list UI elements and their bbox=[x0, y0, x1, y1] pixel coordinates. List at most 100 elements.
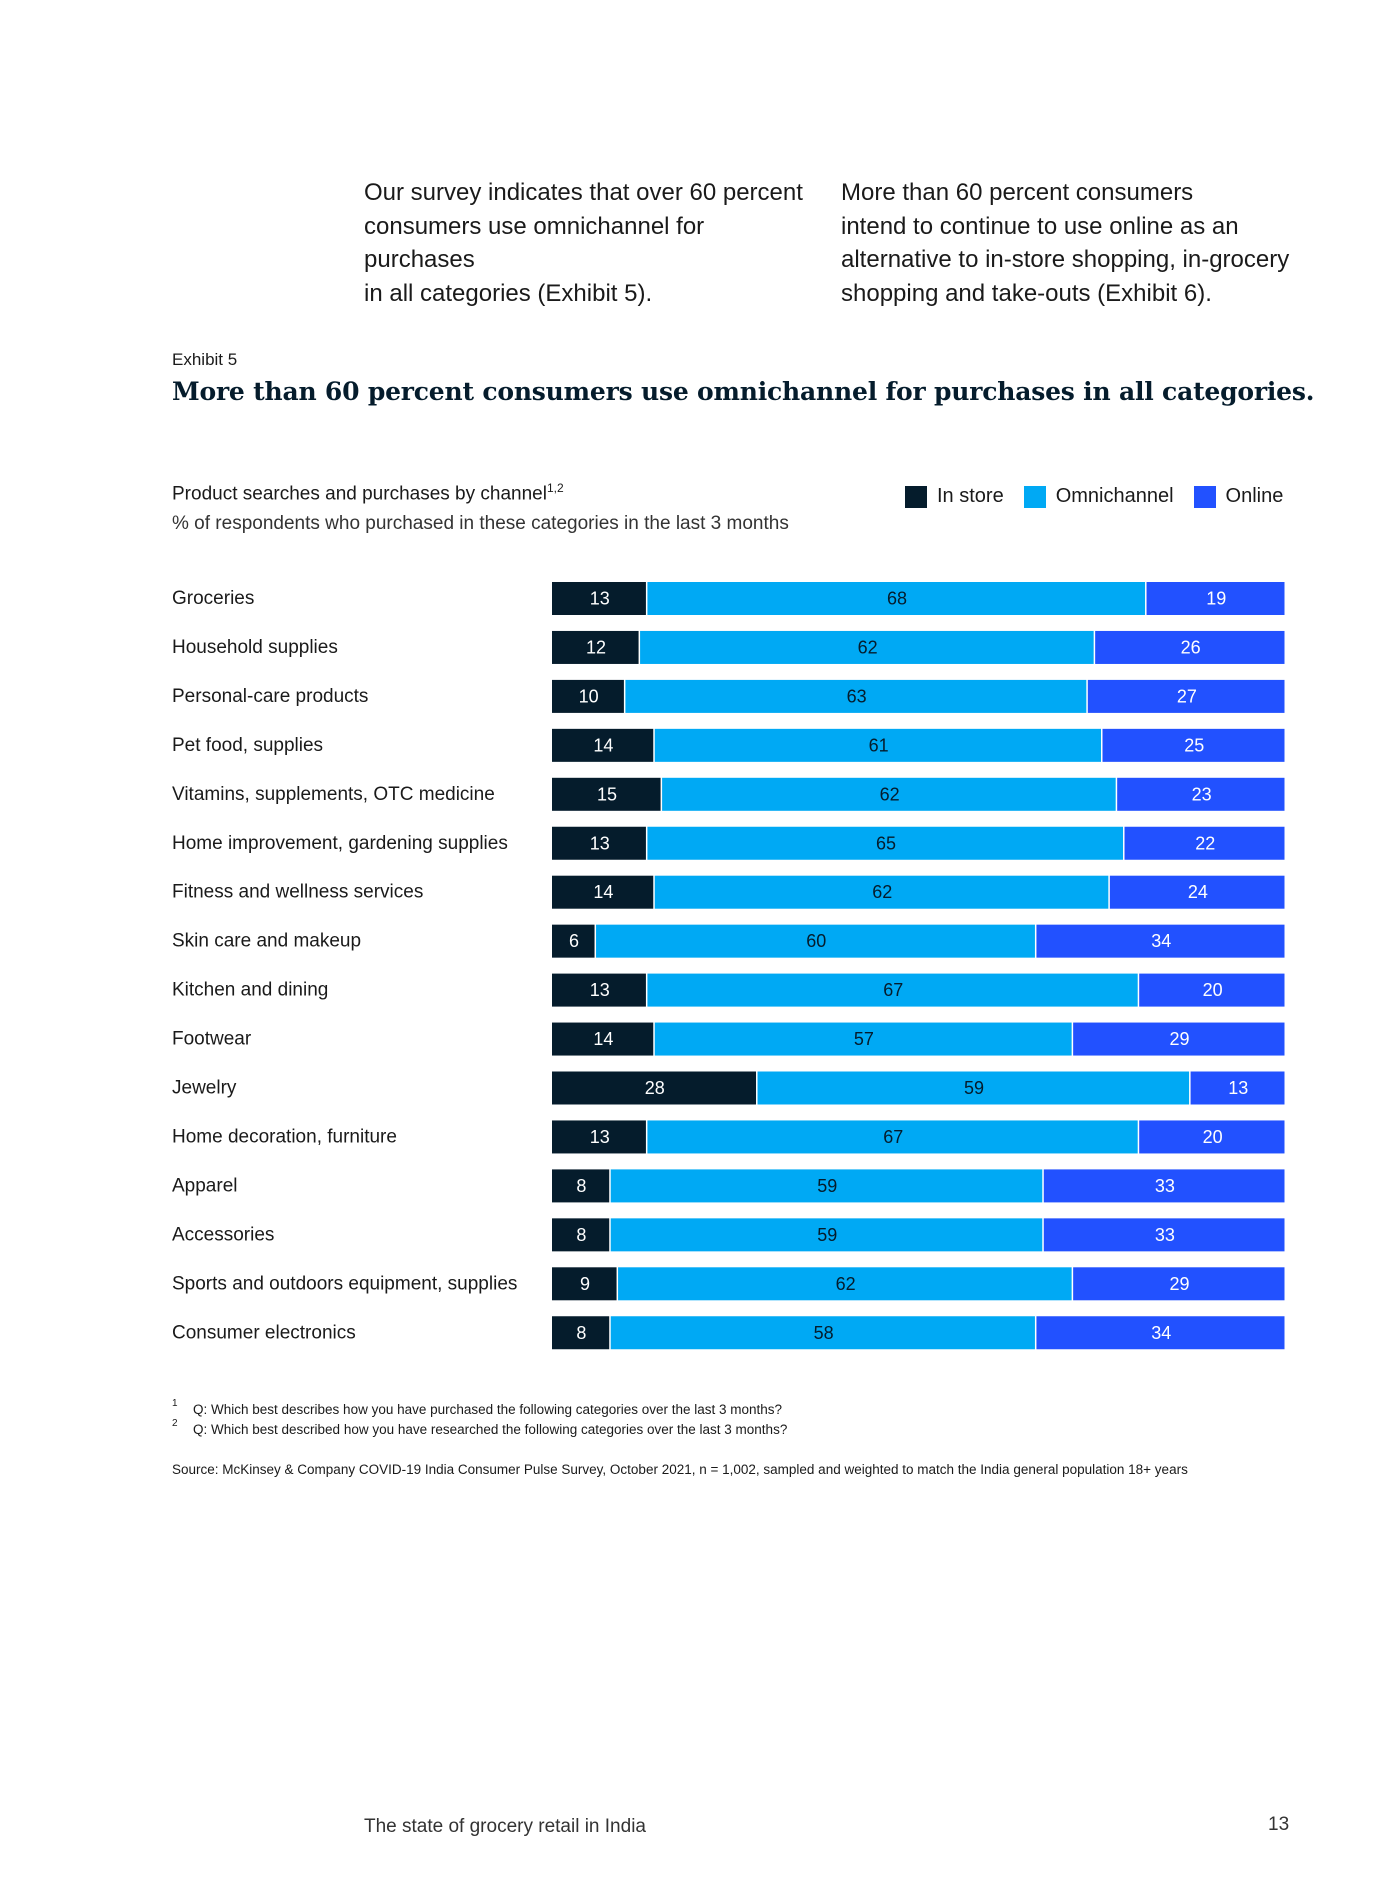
bar-row-home-improvement-gardening-supplies: Home improvement, gardening supplies 13 65… bbox=[172, 826, 1285, 860]
bar-segment-omnichannel bbox=[625, 679, 1087, 713]
legend-label-in-store: In store bbox=[937, 485, 1004, 507]
bar-segment-online bbox=[1087, 679, 1285, 713]
bar-segment-omnichannel bbox=[610, 1316, 1035, 1350]
bar-value-label-omnichannel: 63 bbox=[847, 686, 867, 706]
bar-segment-online bbox=[1190, 1071, 1285, 1105]
bar-segment-omnichannel bbox=[757, 1071, 1190, 1105]
bar-value-label-online: 33 bbox=[1155, 1225, 1175, 1245]
bar-row-footwear: Footwear 14 57 29 bbox=[172, 1022, 1285, 1056]
bar-segment-online bbox=[1139, 973, 1285, 1007]
footnote-1-text: Q: Which best describes how you have pur… bbox=[193, 1402, 783, 1417]
bar-value-label-in-store: 13 bbox=[590, 1127, 610, 1147]
legend-item-online: Online bbox=[1193, 485, 1283, 508]
footer-publication-title: The state of grocery retail in India bbox=[364, 1816, 646, 1837]
bar-row-home-decoration-furniture: Home decoration, furniture 13 67 20 bbox=[172, 1120, 1285, 1154]
bar-value-label-online: 33 bbox=[1155, 1176, 1175, 1196]
bar-segment-online bbox=[1043, 1218, 1285, 1252]
bar-value-label-online: 22 bbox=[1195, 833, 1215, 853]
bar-segment-in-store bbox=[552, 1120, 646, 1154]
bar-value-label-online: 34 bbox=[1151, 1323, 1171, 1343]
bar-value-label-online: 25 bbox=[1184, 735, 1204, 755]
bar-segment-omnichannel bbox=[654, 728, 1101, 762]
intro-text-right: More than 60 percent consumers intend to… bbox=[841, 176, 1301, 310]
bar-value-label-in-store: 13 bbox=[590, 980, 610, 1000]
bar-value-label-omnichannel: 62 bbox=[836, 1274, 856, 1294]
bar-segment-in-store bbox=[552, 973, 646, 1007]
bar-value-label-in-store: 12 bbox=[586, 637, 606, 657]
bar-segment-in-store bbox=[552, 777, 661, 811]
bar-value-label-online: 20 bbox=[1203, 1127, 1223, 1147]
bar-segment-online bbox=[1139, 1120, 1285, 1154]
category-label: Vitamins, supplements, OTC medicine bbox=[172, 784, 495, 805]
bar-value-label-omnichannel: 59 bbox=[817, 1225, 837, 1245]
bar-segment-in-store bbox=[552, 728, 654, 762]
bar-value-label-in-store: 6 bbox=[569, 931, 579, 951]
bar-row-vitamins-supplements-otc-medicine: Vitamins, supplements, OTC medicine 15 62 2… bbox=[172, 777, 1285, 811]
bar-segment-omnichannel bbox=[654, 875, 1109, 909]
bar-row-personal-care-products: Personal-care products 10 63 27 bbox=[172, 679, 1285, 713]
bar-row-sports-and-outdoors-equipment-supplies: Sports and outdoors equipment, supplies 9… bbox=[172, 1267, 1285, 1301]
category-label: Sports and outdoors equipment, supplies bbox=[172, 1273, 517, 1294]
category-label: Groceries bbox=[172, 588, 254, 609]
bar-value-label-online: 29 bbox=[1170, 1029, 1190, 1049]
bar-value-label-omnichannel: 61 bbox=[869, 735, 889, 755]
chart-legend: In store Omnichannel Online bbox=[905, 485, 1283, 508]
bar-segment-omnichannel bbox=[647, 582, 1146, 615]
legend-swatch-in-store bbox=[905, 485, 927, 508]
legend-label-omnichannel: Omnichannel bbox=[1055, 485, 1174, 507]
footnote-1-number: 1 bbox=[172, 1398, 178, 1409]
bar-value-label-in-store: 14 bbox=[593, 882, 613, 902]
category-label: Fitness and wellness services bbox=[172, 882, 423, 903]
bar-segment-in-store bbox=[552, 826, 646, 860]
bar-row-apparel: Apparel 8 59 33 bbox=[172, 1169, 1285, 1203]
bar-row-groceries: Groceries 13 68 19 bbox=[172, 582, 1285, 615]
bar-segment-in-store bbox=[552, 582, 646, 615]
bar-value-label-in-store: 13 bbox=[590, 833, 610, 853]
source-note: Source: McKinsey & Company COVID-19 Indi… bbox=[172, 1462, 1188, 1477]
intro-text-left: Our survey indicates that over 60 percen… bbox=[364, 176, 819, 310]
bar-segment-omnichannel bbox=[596, 924, 1035, 958]
bar-value-label-online: 26 bbox=[1181, 637, 1201, 657]
bar-value-label-online: 13 bbox=[1228, 1078, 1248, 1098]
intro-left-line: Our survey indicates that over 60 percen… bbox=[364, 179, 803, 206]
footnote-2-number: 2 bbox=[172, 1418, 178, 1429]
chart-subtitle: % of respondents who purchased in these … bbox=[172, 513, 789, 534]
bar-segment-online bbox=[1036, 1316, 1285, 1350]
bar-row-accessories: Accessories 8 59 33 bbox=[172, 1218, 1285, 1252]
bar-value-label-in-store: 9 bbox=[580, 1274, 590, 1294]
legend-item-in-store: In store bbox=[905, 485, 1004, 508]
exhibit-title: More than 60 percent consumers use omnic… bbox=[172, 377, 1315, 406]
bar-value-label-in-store: 10 bbox=[579, 686, 599, 706]
bar-segment-in-store bbox=[552, 1022, 654, 1056]
bar-segment-omnichannel bbox=[610, 1218, 1043, 1252]
bar-segment-online bbox=[1109, 875, 1285, 909]
bar-segment-online bbox=[1117, 777, 1285, 811]
bar-segment-online bbox=[1095, 630, 1285, 664]
intro-right-line: More than 60 percent consumers bbox=[841, 179, 1194, 206]
bar-value-label-omnichannel: 68 bbox=[887, 589, 907, 609]
category-label: Household supplies bbox=[172, 637, 338, 658]
bar-row-fitness-and-wellness-services: Fitness and wellness services 14 62 24 bbox=[172, 875, 1285, 909]
bar-value-label-in-store: 8 bbox=[576, 1176, 586, 1196]
legend-item-omnichannel: Omnichannel bbox=[1023, 485, 1174, 508]
bar-segment-online bbox=[1124, 826, 1285, 860]
exhibit-label: Exhibit 5 bbox=[172, 350, 238, 369]
bar-segment-online bbox=[1073, 1022, 1285, 1056]
bar-value-label-omnichannel: 65 bbox=[876, 833, 896, 853]
bar-segment-in-store bbox=[552, 679, 624, 713]
bar-segment-in-store bbox=[552, 1218, 610, 1252]
bar-segment-omnichannel bbox=[662, 777, 1116, 811]
bar-value-label-omnichannel: 57 bbox=[854, 1029, 874, 1049]
bar-row-pet-food-supplies: Pet food, supplies 14 61 25 bbox=[172, 728, 1285, 762]
category-label: Skin care and makeup bbox=[172, 931, 361, 952]
bar-segment-in-store bbox=[552, 1071, 757, 1105]
legend-swatch-omnichannel bbox=[1023, 485, 1046, 508]
chart-title: Product searches and purchases by channe… bbox=[172, 481, 564, 505]
bar-value-label-online: 29 bbox=[1170, 1274, 1190, 1294]
bar-segment-omnichannel bbox=[654, 1022, 1072, 1056]
bar-value-label-online: 24 bbox=[1188, 882, 1208, 902]
chart-title-superscript: 1,2 bbox=[546, 481, 564, 495]
intro-right-line: shopping and take-outs (Exhibit 6). bbox=[841, 279, 1212, 307]
bar-value-label-omnichannel: 58 bbox=[814, 1323, 834, 1343]
